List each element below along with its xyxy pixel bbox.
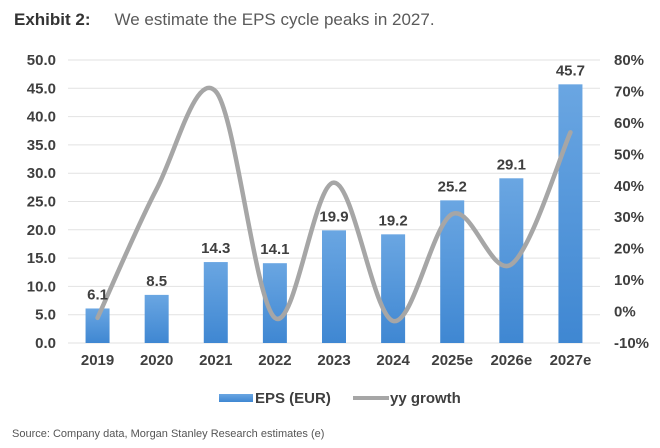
growth-line-path — [95, 85, 573, 324]
data-label-2027e: 45.7 — [556, 62, 585, 79]
data-label-2024: 19.2 — [379, 212, 408, 229]
x-tick-label: 2024 — [376, 352, 410, 369]
data-label-2026e: 29.1 — [497, 156, 526, 173]
left-tick-label: 35.0 — [27, 137, 56, 154]
exhibit-title: Exhibit 2: We estimate the EPS cycle peak… — [14, 10, 435, 30]
bar-2021 — [203, 262, 228, 343]
data-label-2022: 14.1 — [260, 241, 289, 258]
right-axis: -10% 0% 10% 20% 30% 40% 50% 60% 70% 80% — [614, 52, 649, 352]
legend-swatch-eps — [219, 394, 253, 402]
bar-2023 — [322, 230, 346, 343]
exhibit-label: Exhibit 2: — [14, 10, 91, 29]
data-label-2019: 6.1 — [87, 286, 108, 303]
left-tick-label: 10.0 — [27, 278, 56, 295]
left-tick-label: 15.0 — [27, 250, 56, 267]
data-label-2021: 14.3 — [201, 240, 230, 257]
source-note: Source: Company data, Morgan Stanley Res… — [12, 428, 325, 440]
x-tick-label: 2019 — [81, 352, 114, 369]
right-tick-label: 70% — [614, 83, 644, 100]
right-tick-label: 0% — [614, 304, 636, 321]
legend-label-growth: yy growth — [390, 390, 461, 407]
x-tick-label: 2023 — [317, 352, 350, 369]
left-tick-label: 50.0 — [27, 52, 56, 69]
left-tick-label: 40.0 — [27, 109, 56, 126]
left-tick-label: 5.0 — [35, 307, 56, 324]
growth-line — [95, 85, 573, 324]
left-tick-label: 0.0 — [35, 335, 56, 352]
left-tick-label: 30.0 — [27, 165, 56, 182]
right-tick-label: -10% — [614, 335, 649, 352]
right-tick-label: 50% — [614, 146, 644, 163]
right-tick-label: 80% — [614, 52, 644, 69]
bar-2027e — [558, 84, 583, 343]
right-tick-label: 40% — [614, 178, 644, 195]
data-label-2023: 19.9 — [319, 208, 348, 225]
left-tick-label: 25.0 — [27, 194, 56, 211]
left-axis: 0.0 5.0 10.0 15.0 20.0 25.0 30.0 35.0 40.0 45.0 50… — [27, 52, 56, 352]
bar-2020 — [144, 294, 169, 343]
chart-title: We estimate the EPS cycle peaks in 2027. — [114, 10, 435, 29]
bars — [85, 84, 583, 343]
x-tick-label: 2020 — [140, 352, 173, 369]
right-tick-label: 30% — [614, 209, 644, 226]
x-tick-label: 2021 — [199, 352, 232, 369]
bar-2024 — [381, 234, 406, 343]
legend-label-eps: EPS (EUR) — [255, 390, 331, 407]
left-tick-label: 20.0 — [27, 222, 56, 239]
data-label-2025e: 25.2 — [438, 178, 467, 195]
chart: 0.0 5.0 10.0 15.0 20.0 25.0 30.0 35.0 40.0 45.0 50… — [27, 52, 649, 407]
left-tick-label: 45.0 — [27, 80, 56, 97]
data-label-2020: 8.5 — [146, 273, 167, 290]
x-tick-label: 2025e — [431, 352, 473, 369]
legend: EPS (EUR) yy growth — [219, 390, 461, 407]
right-tick-label: 10% — [614, 272, 644, 289]
x-tick-label: 2026e — [490, 352, 532, 369]
x-tick-label: 2022 — [258, 352, 291, 369]
bar-2026e — [499, 178, 524, 343]
x-axis: 2019 2020 2021 2022 2023 2024 2025e 2026e 2027e — [81, 352, 591, 369]
right-tick-label: 60% — [614, 115, 644, 132]
right-tick-label: 20% — [614, 241, 644, 258]
data-labels: 6.1 8.5 14.3 14.1 19.9 19.2 25.2 29.1 45.7 — [87, 62, 585, 303]
x-tick-label: 2027e — [550, 352, 592, 369]
